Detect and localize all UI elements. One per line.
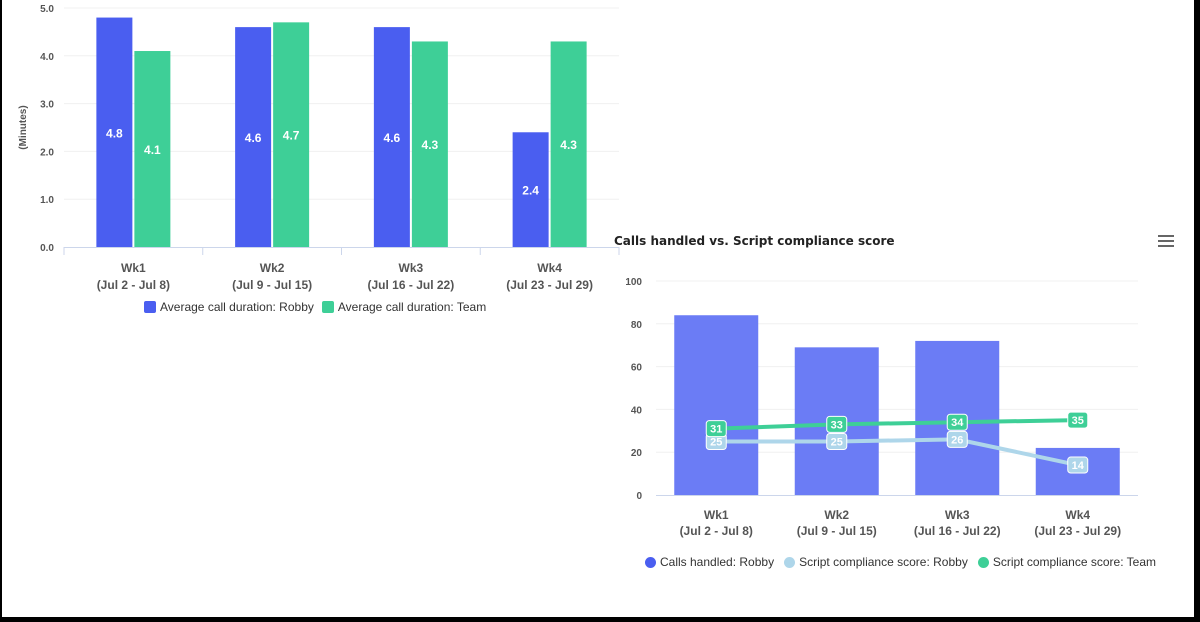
y-tick-label: 5.0 xyxy=(40,4,54,15)
data-label: 26 xyxy=(951,434,963,446)
data-label-box xyxy=(1067,456,1089,474)
data-label: 4.6 xyxy=(245,131,262,145)
legend-item-calls-handled[interactable]: Calls handled: Robby xyxy=(645,555,774,569)
x-tick-sublabel: (Jul 23 - Jul 29) xyxy=(506,278,593,292)
legend-swatch xyxy=(977,556,989,568)
y-tick-label: 0 xyxy=(636,491,642,502)
legend-swatch xyxy=(321,301,334,313)
bar-team xyxy=(550,41,587,248)
y-tick-label: 100 xyxy=(625,277,642,288)
y-tick-label: 2.0 xyxy=(40,147,54,158)
bar-team xyxy=(273,22,310,248)
legend-label: Script compliance score: Robby xyxy=(799,555,968,569)
line-compliance-robby xyxy=(716,437,1079,467)
y-tick-label: 80 xyxy=(631,320,643,331)
y-axis-label: (Minutes) xyxy=(18,105,29,149)
chart2-legend: Calls handled: Robby Script compliance s… xyxy=(645,555,1156,569)
x-tick-sublabel: (Jul 16 - Jul 22) xyxy=(368,278,455,292)
legend-label: Calls handled: Robby xyxy=(660,555,775,569)
avg-call-duration-chart: 0.0 1.0 2.0 3.0 4.0 5.0 (Minutes) 4.8 4.1 Wk1 (Jul… xyxy=(18,4,620,292)
chart1-legend: Average call duration: Robby Average cal… xyxy=(144,300,486,314)
x-tick-label: Wk1 xyxy=(704,508,729,522)
data-label: 4.1 xyxy=(144,143,161,157)
y-tick-label: 40 xyxy=(631,405,643,416)
legend-label: Average call duration: Robby xyxy=(160,300,314,314)
bar-calls-handled xyxy=(674,315,759,495)
bar-robby xyxy=(96,17,133,248)
data-label-box xyxy=(705,420,727,438)
x-tick-label: Wk4 xyxy=(537,261,562,275)
data-label: 31 xyxy=(710,424,722,436)
data-label: 25 xyxy=(831,437,843,449)
data-label: 34 xyxy=(951,417,964,429)
x-tick-label: Wk4 xyxy=(1065,508,1090,522)
legend-label: Script compliance score: Team xyxy=(992,555,1157,569)
x-tick-label: Wk2 xyxy=(260,261,285,275)
bar-robby xyxy=(235,27,272,248)
data-label: 4.3 xyxy=(422,138,439,152)
legend-swatch xyxy=(645,556,656,568)
calls-vs-compliance-chart: 0 20 40 60 80 100 25 25 26 14 31 33 34 35 Wk1 (Jul 2 - … xyxy=(625,277,1138,538)
legend-item-robby-duration[interactable]: Average call duration: Robby xyxy=(144,300,314,314)
data-label-box xyxy=(826,415,848,433)
data-label: 2.4 xyxy=(522,184,539,198)
y-tick-label: 20 xyxy=(631,448,643,459)
x-tick-sublabel: (Jul 9 - Jul 15) xyxy=(232,278,312,292)
x-tick-label: Wk2 xyxy=(824,508,849,522)
y-tick-label: 0.0 xyxy=(40,243,54,254)
data-label: 4.3 xyxy=(560,138,577,152)
data-label: 4.7 xyxy=(283,129,300,143)
bar-robby xyxy=(373,27,410,248)
x-tick-sublabel: (Jul 16 - Jul 22) xyxy=(914,524,1001,538)
y-tick-label: 4.0 xyxy=(40,52,54,63)
data-label: 4.6 xyxy=(384,131,401,145)
x-tick-label: Wk3 xyxy=(945,508,970,522)
y-tick-label: 3.0 xyxy=(40,100,54,111)
x-tick-label: Wk1 xyxy=(121,261,146,275)
y-tick-label: 60 xyxy=(631,363,643,374)
legend-swatch xyxy=(144,301,156,313)
y-tick-label: 1.0 xyxy=(40,195,54,206)
line-compliance-team xyxy=(716,418,1078,431)
legend-item-team-duration[interactable]: Average call duration: Team xyxy=(321,300,487,314)
data-label: 25 xyxy=(710,437,722,449)
data-label: 4.8 xyxy=(106,126,123,140)
bar-team xyxy=(411,41,448,248)
bar-robby xyxy=(512,132,549,247)
data-label: 14 xyxy=(1072,460,1085,472)
data-label: 35 xyxy=(1072,415,1084,427)
x-tick-sublabel: (Jul 2 - Jul 8) xyxy=(680,524,753,538)
data-label-box xyxy=(946,430,968,448)
data-label-box xyxy=(946,413,968,431)
x-tick-sublabel: (Jul 9 - Jul 15) xyxy=(797,524,877,538)
chart2-title: Calls handled vs. Script compliance scor… xyxy=(614,234,895,248)
legend-item-compliance-robby[interactable]: Script compliance score: Robby xyxy=(784,555,968,569)
x-tick-label: Wk3 xyxy=(399,261,424,275)
data-label-box xyxy=(1067,411,1089,429)
data-label: 33 xyxy=(831,419,843,431)
x-tick-sublabel: (Jul 23 - Jul 29) xyxy=(1034,524,1121,538)
hamburger-menu-icon[interactable] xyxy=(1158,234,1174,248)
bar-team xyxy=(134,51,171,247)
legend-item-compliance-team[interactable]: Script compliance score: Team xyxy=(977,555,1157,569)
data-label-box xyxy=(826,433,848,450)
legend-swatch xyxy=(784,556,796,568)
legend-label: Average call duration: Team xyxy=(337,300,487,314)
x-tick-sublabel: (Jul 2 - Jul 8) xyxy=(97,278,170,292)
